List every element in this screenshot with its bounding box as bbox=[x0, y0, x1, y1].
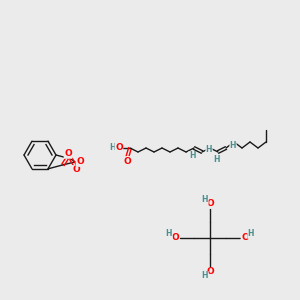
Text: H: H bbox=[110, 143, 116, 152]
Text: O: O bbox=[123, 157, 131, 166]
Text: H: H bbox=[206, 145, 212, 154]
Text: H: H bbox=[202, 196, 208, 205]
Text: H: H bbox=[248, 230, 254, 238]
Text: O: O bbox=[115, 143, 123, 152]
Text: O: O bbox=[76, 158, 84, 166]
Text: O: O bbox=[171, 233, 179, 242]
Text: O: O bbox=[64, 149, 72, 158]
Text: O: O bbox=[206, 200, 214, 208]
Text: H: H bbox=[230, 140, 236, 149]
Text: O: O bbox=[241, 233, 249, 242]
Text: H: H bbox=[202, 272, 208, 280]
Text: O: O bbox=[206, 268, 214, 277]
Text: H: H bbox=[213, 155, 219, 164]
Text: H: H bbox=[189, 152, 195, 160]
Text: H: H bbox=[166, 230, 172, 238]
Text: O: O bbox=[72, 166, 80, 175]
